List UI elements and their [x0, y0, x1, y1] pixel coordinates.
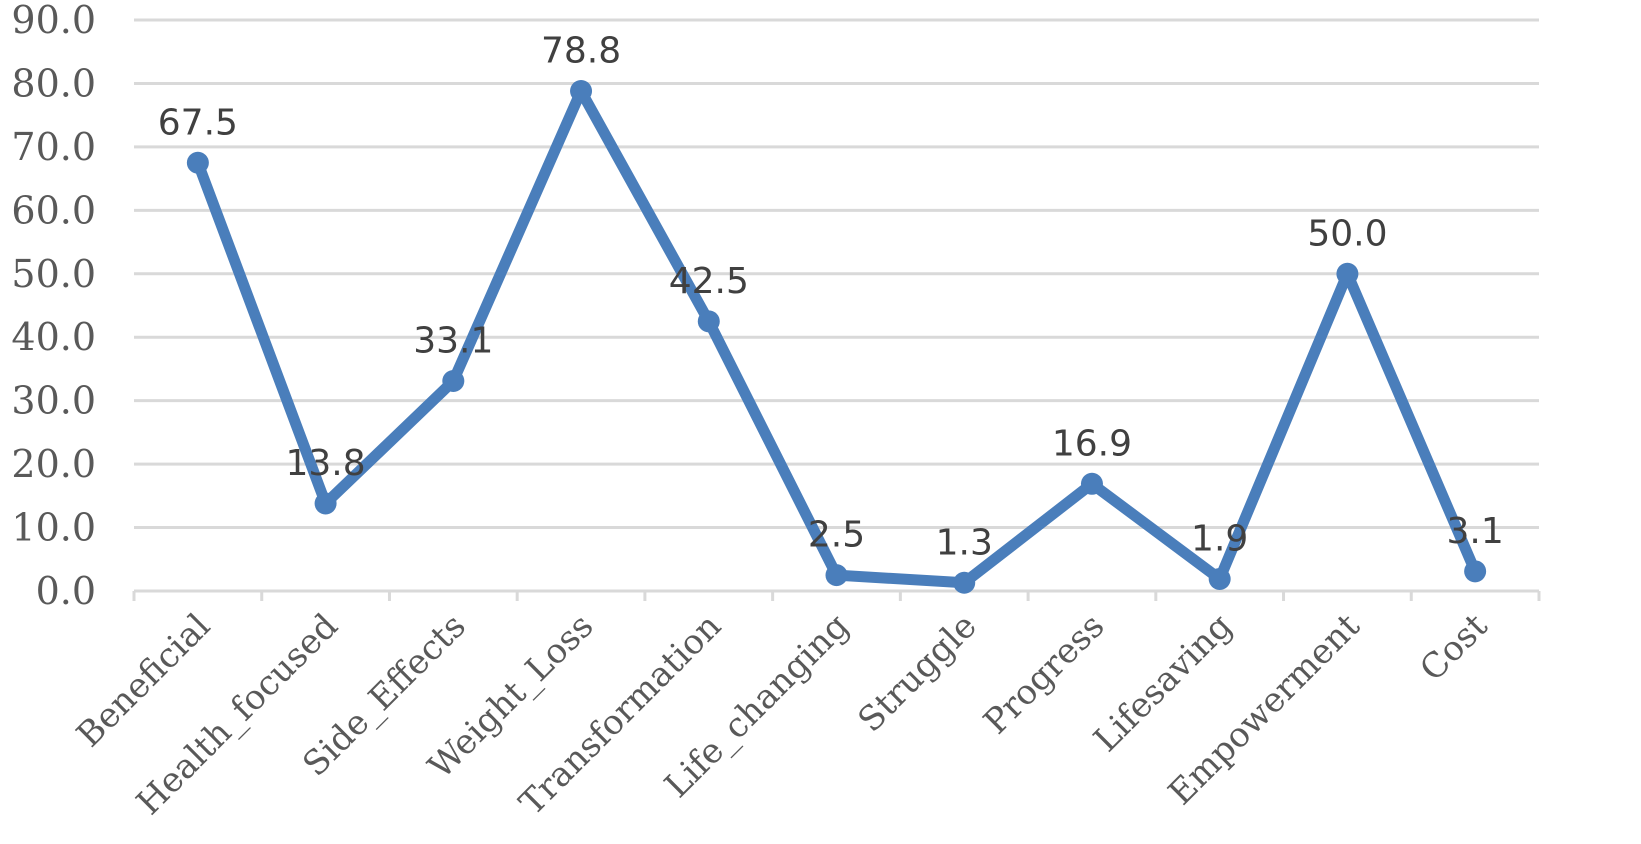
x-tick-label: Struggle — [850, 606, 984, 740]
data-point — [825, 564, 848, 587]
data-label: 78.8 — [541, 31, 621, 72]
y-tick-label: 40.0 — [11, 315, 96, 359]
data-label: 33.1 — [413, 320, 493, 361]
y-tick-label: 20.0 — [11, 442, 96, 486]
data-point — [1208, 567, 1231, 590]
y-tick-label: 60.0 — [11, 188, 96, 232]
data-point — [314, 492, 337, 515]
data-labels: 67.5 13.8 33.1 78.8 42.5 2.5 1.3 16.9 1.9 50.0 3.1 — [158, 31, 1504, 564]
data-label: 42.5 — [669, 261, 749, 302]
data-point — [570, 80, 593, 103]
data-point — [442, 369, 465, 392]
x-axis-tick-labels: BeneficialHealth_focusedSide_EffectsWeig… — [69, 606, 1496, 824]
data-point — [697, 310, 720, 333]
y-axis-tick-labels: 0.0 10.0 20.0 30.0 40.0 50.0 60.0 70.0 80.0 90.0 — [11, 0, 96, 613]
x-tick-label: Progress — [976, 606, 1112, 742]
data-label: 3.1 — [1447, 511, 1504, 552]
data-point — [1080, 472, 1103, 495]
y-tick-label: 10.0 — [11, 506, 96, 550]
y-tick-label: 0.0 — [36, 569, 96, 613]
data-label: 1.3 — [936, 522, 993, 563]
data-label: 16.9 — [1052, 423, 1132, 464]
data-label: 50.0 — [1307, 213, 1387, 254]
data-label: 67.5 — [158, 102, 238, 143]
data-point — [953, 571, 976, 594]
data-label: 13.8 — [286, 443, 366, 484]
data-label: 2.5 — [808, 515, 865, 556]
data-point — [1464, 560, 1487, 583]
x-axis — [132, 589, 1541, 601]
series-group — [186, 80, 1487, 594]
x-tick-label: Cost — [1412, 606, 1495, 689]
data-label: 1.9 — [1191, 518, 1248, 559]
y-tick-label: 30.0 — [11, 379, 96, 423]
y-tick-label: 80.0 — [11, 61, 96, 105]
data-point — [186, 151, 209, 174]
y-tick-label: 50.0 — [11, 252, 96, 296]
y-tick-label: 70.0 — [11, 125, 96, 169]
y-tick-label: 90.0 — [11, 0, 96, 42]
data-point — [1336, 262, 1359, 285]
